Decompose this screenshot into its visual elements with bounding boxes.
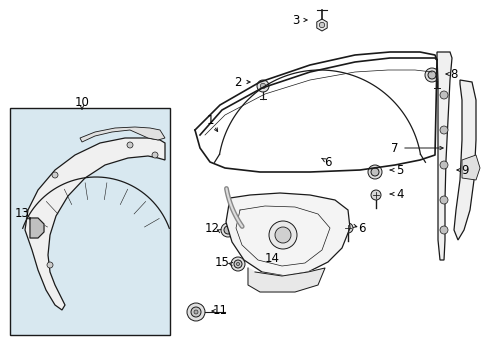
Text: 9: 9: [461, 163, 469, 176]
Polygon shape: [248, 268, 325, 292]
Circle shape: [343, 223, 353, 233]
Text: 6: 6: [324, 156, 332, 168]
Circle shape: [434, 72, 440, 78]
Polygon shape: [437, 52, 452, 260]
Circle shape: [194, 310, 198, 314]
Circle shape: [275, 227, 291, 243]
Circle shape: [428, 71, 436, 79]
Circle shape: [260, 83, 266, 89]
Text: 7: 7: [391, 141, 399, 154]
Polygon shape: [462, 155, 480, 180]
Polygon shape: [317, 19, 327, 31]
Text: 14: 14: [265, 252, 279, 265]
Circle shape: [257, 80, 269, 92]
Polygon shape: [30, 218, 44, 238]
Circle shape: [440, 126, 448, 134]
Circle shape: [440, 91, 448, 99]
Circle shape: [440, 161, 448, 169]
Text: 12: 12: [204, 221, 220, 234]
Text: 1: 1: [206, 113, 214, 126]
Polygon shape: [80, 127, 165, 142]
Text: 15: 15: [215, 256, 229, 269]
Text: 11: 11: [213, 305, 227, 318]
Circle shape: [127, 142, 133, 148]
Circle shape: [152, 152, 158, 158]
Text: 13: 13: [15, 207, 29, 220]
Circle shape: [319, 22, 325, 28]
Circle shape: [371, 168, 379, 176]
Circle shape: [191, 307, 201, 317]
Circle shape: [187, 303, 205, 321]
Circle shape: [368, 165, 382, 179]
Circle shape: [371, 190, 381, 200]
Bar: [10, 108, 170, 335]
Text: 6: 6: [358, 221, 366, 234]
Text: 3: 3: [293, 14, 300, 27]
Circle shape: [440, 196, 448, 204]
Circle shape: [431, 69, 443, 81]
Circle shape: [269, 221, 297, 249]
Polygon shape: [454, 80, 476, 240]
Circle shape: [440, 226, 448, 234]
Circle shape: [52, 172, 58, 178]
Circle shape: [236, 262, 240, 266]
Text: 5: 5: [396, 163, 404, 176]
Circle shape: [231, 257, 245, 271]
Text: 2: 2: [234, 76, 242, 89]
Circle shape: [224, 226, 232, 234]
Polygon shape: [226, 193, 350, 276]
Text: 4: 4: [396, 188, 404, 201]
Circle shape: [425, 68, 439, 82]
Text: 10: 10: [74, 95, 90, 108]
Circle shape: [47, 262, 53, 268]
Circle shape: [221, 223, 235, 237]
Circle shape: [234, 260, 242, 268]
Polygon shape: [25, 138, 165, 310]
Text: 8: 8: [450, 68, 458, 81]
